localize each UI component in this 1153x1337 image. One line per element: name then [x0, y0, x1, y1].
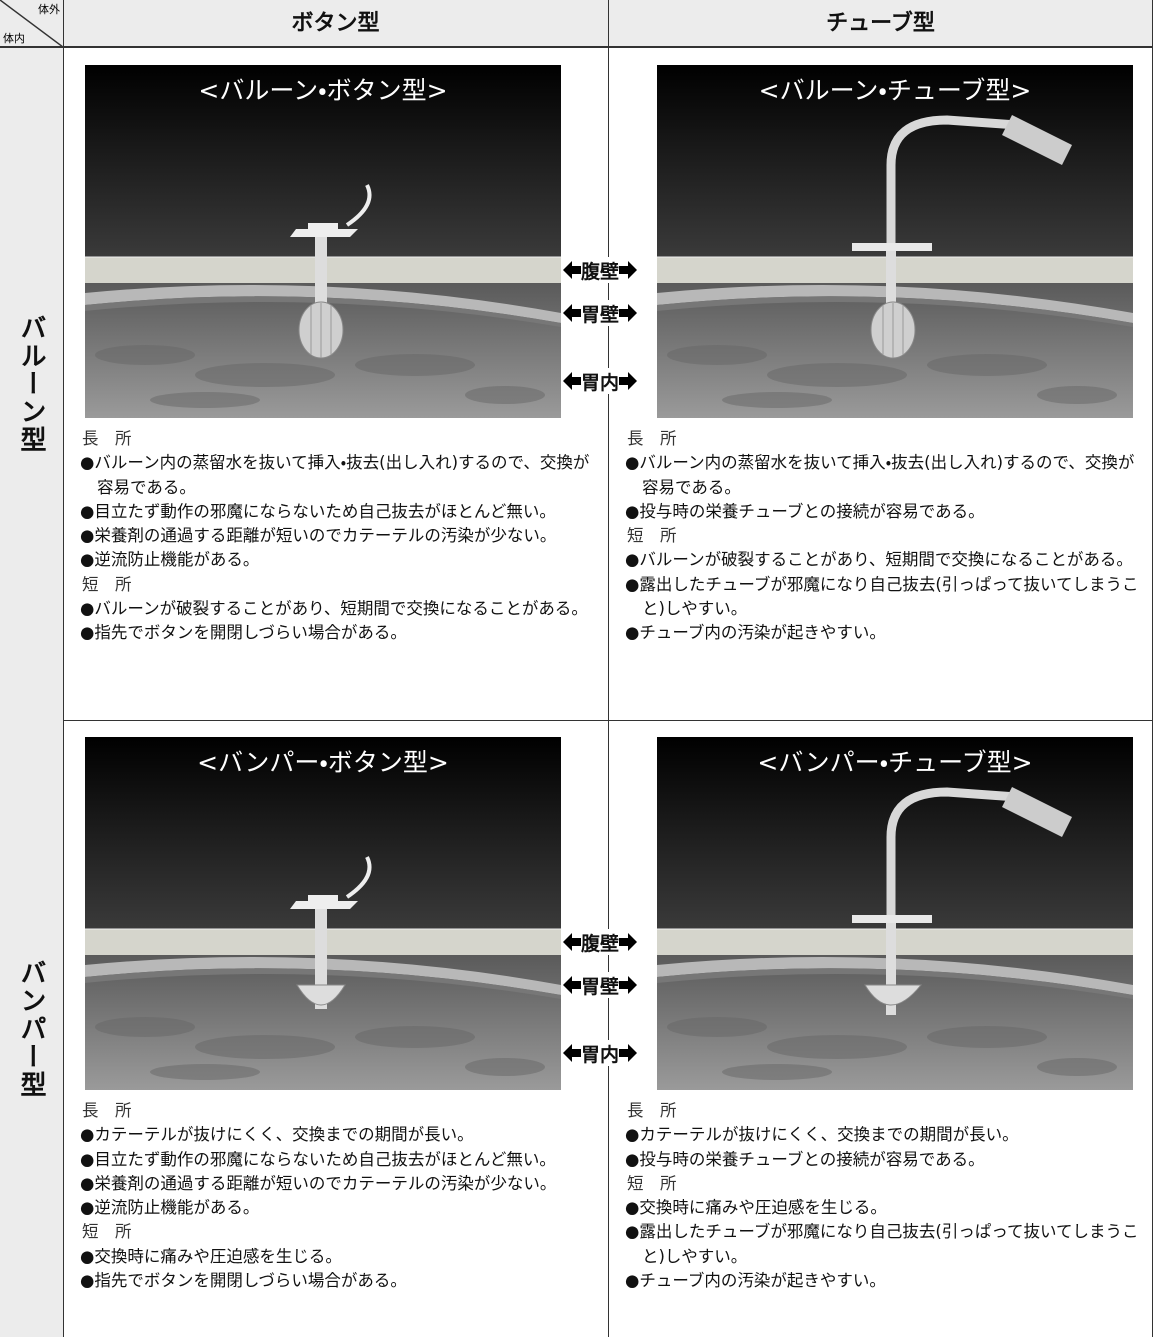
list-item: ●目立たず動作の邪魔にならないため自己抜去がほとんど無い。: [80, 501, 556, 521]
layer-label: 胃壁: [563, 972, 638, 998]
section-heading: 短 所: [627, 526, 677, 546]
layer-text: 胃壁: [581, 303, 620, 326]
list-item: ●栄養剤の通過する距離が短いのでカテーテルの汚染が少ない。: [80, 1173, 557, 1193]
list-item: ●栄養剤の通過する距離が短いのでカテーテルの汚染が少ない。: [80, 526, 557, 546]
layer-text: 胃壁: [581, 975, 620, 998]
illustration: [85, 65, 561, 418]
arrow: [619, 976, 638, 994]
list-item: ●バルーン内の蒸留水を抜いて挿入・抜去(出し入れ)するので、交換が容易である。: [80, 453, 590, 497]
arrow: [563, 304, 581, 322]
illustration: [657, 737, 1133, 1090]
list-item: ●逆流防止機能がある。: [80, 550, 260, 570]
arrow: [619, 304, 638, 322]
layer-label: 胃壁: [563, 300, 638, 326]
corner-top: 体外: [38, 2, 60, 16]
arrow: [563, 933, 581, 951]
layer-label: 腹壁: [563, 929, 638, 955]
illustration-title: <バンパー・ボタン型>: [197, 748, 449, 777]
arrow: [619, 1044, 638, 1062]
illustration-title: <バルーン・ボタン型>: [198, 76, 448, 105]
description: 長 所 ●カテーテルが抜けにくく、交換までの期間が長い。 ●目立たず動作の邪魔になら…: [80, 1099, 600, 1293]
list-item: ●逆流防止機能がある。: [80, 1198, 260, 1218]
list-item: ●カテーテルが抜けにくく、交換までの期間が長い。: [625, 1125, 1019, 1145]
list-item: ●交換時に痛みや圧迫感を生じる。: [625, 1198, 887, 1218]
section-heading: 短 所: [627, 1173, 677, 1193]
list-item: ●バルーンが破裂することがあり、短期間で交換になることがある。: [625, 550, 1133, 570]
layer-label: 胃内: [563, 1040, 638, 1066]
section-heading: 長 所: [82, 429, 132, 448]
column-header: チューブ型: [826, 11, 935, 36]
layer-label: 胃内: [563, 368, 638, 394]
layer-text: 胃内: [581, 1043, 620, 1066]
arrow: [563, 976, 581, 994]
description: 長 所 ●バルーン内の蒸留水を抜いて挿入・抜去(出し入れ)するので、交換が容易であ…: [625, 427, 1143, 646]
list-item: ●露出したチューブが邪魔になり自己抜去(引っぱって抜いてしまうこと)しやすい。: [625, 574, 1139, 619]
row-header: バルーン型: [0, 48, 63, 720]
section-heading: 長 所: [627, 1101, 677, 1120]
arrow: [563, 261, 581, 279]
list-item: ●バルーンが破裂することがあり、短期間で交換になることがある。: [80, 599, 588, 619]
column-header: ボタン型: [291, 11, 380, 36]
row-header: バンパー型: [0, 720, 63, 1337]
layer-label: 腹壁: [563, 257, 638, 283]
arrow: [563, 372, 581, 390]
arrow: [619, 261, 638, 279]
list-item: ●投与時の栄養チューブとの接続が容易である。: [625, 1149, 985, 1169]
list-item: ●指先でボタンを開閉しづらい場合がある。: [80, 1271, 407, 1291]
illustration: [85, 737, 561, 1090]
list-item: ●投与時の栄養チューブとの接続が容易である。: [625, 501, 985, 521]
list-item: ●露出したチューブが邪魔になり自己抜去(引っぱって抜いてしまうこと)しやすい。: [625, 1222, 1139, 1266]
arrow: [619, 372, 638, 390]
illustration-title: <バルーン・チューブ型>: [758, 76, 1032, 105]
divider: [608, 0, 609, 1337]
arrow: [619, 933, 638, 951]
description: 長 所 ●バルーン内の蒸留水を抜いて挿入・抜去(出し入れ)するので、交換が容易であ…: [80, 427, 600, 646]
description: 長 所 ●カテーテルが抜けにくく、交換までの期間が長い。 ●投与時の栄養チューブとの…: [625, 1099, 1143, 1293]
layer-text: 腹壁: [581, 932, 620, 955]
section-heading: 短 所: [82, 1222, 132, 1242]
divider: [63, 0, 64, 1337]
layer-text: 胃内: [581, 371, 620, 394]
arrow: [563, 1044, 581, 1062]
corner-bottom: 体内: [3, 31, 25, 45]
divider: [0, 720, 1153, 721]
list-item: ●バルーン内の蒸留水を抜いて挿入・抜去(出し入れ)するので、交換が容易である。: [625, 453, 1135, 497]
list-item: ●チューブ内の汚染が起きやすい。: [625, 623, 886, 643]
section-heading: 長 所: [627, 429, 677, 448]
list-item: ●交換時に痛みや圧迫感を生じる。: [80, 1246, 342, 1266]
layer-text: 腹壁: [581, 260, 620, 283]
list-item: ●指先でボタンを開閉しづらい場合がある。: [80, 623, 407, 643]
section-heading: 短 所: [82, 574, 132, 594]
illustration-title: <バンパー・チューブ型>: [757, 748, 1033, 777]
illustration: [657, 65, 1133, 418]
list-item: ●チューブ内の汚染が起きやすい。: [625, 1271, 886, 1291]
list-item: ●目立たず動作の邪魔にならないため自己抜去がほとんど無い。: [80, 1149, 556, 1169]
header-row: [0, 0, 1153, 48]
corner-cell: 体外 体内: [0, 0, 63, 47]
list-item: ●カテーテルが抜けにくく、交換までの期間が長い。: [80, 1125, 474, 1145]
section-heading: 長 所: [82, 1101, 132, 1120]
